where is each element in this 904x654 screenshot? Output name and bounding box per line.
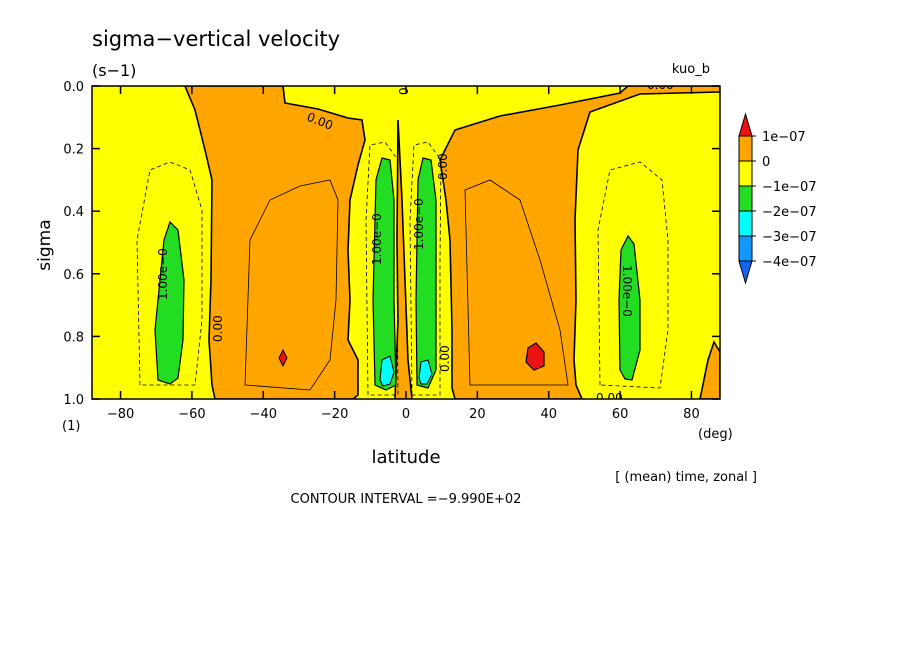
dashed-contour-equator-south (365, 141, 399, 396)
y-tick-label: 0.0 (63, 80, 84, 95)
x-axis-title: latitude (371, 447, 440, 468)
y-tick-label: 0.4 (63, 205, 84, 220)
colorbar-label: −3e−07 (762, 230, 817, 245)
contour-label: 1.00e−0 (156, 248, 170, 300)
contour-label: 1.00e−0 (364, 206, 378, 258)
y-axis-title: sigma (35, 219, 55, 270)
contour-line-north (464, 179, 569, 386)
contour-line-south (244, 179, 339, 391)
colorbar-label: 1e−07 (762, 130, 806, 145)
colorbar-bin (738, 112, 753, 137)
x-axis-unit: (deg) (698, 427, 733, 442)
colorbar-label: −2e−07 (762, 205, 817, 220)
x-tick-label: 20 (469, 407, 486, 422)
y-tick-label: 0.6 (63, 268, 84, 283)
y-axis: 0.0 0.2 0.4 0.6 0.8 1.0 (63, 80, 720, 408)
contour-interval: CONTOUR INTERVAL =−9.990E+02 (291, 492, 522, 507)
x-tick-label: 0 (402, 407, 410, 422)
x-tick-label: −40 (250, 407, 277, 422)
field-green-equator-north (415, 157, 437, 389)
contour-label: 0.00 (647, 78, 674, 92)
field-green-northeast (618, 234, 641, 381)
colorbar: 1e−07 0 −1e−07 −2e−07 −3e−07 −4e−07 (738, 112, 817, 285)
contour-label: 0.00 (436, 153, 450, 180)
x-axis: −80 −60 −40 −20 0 20 40 60 80 (107, 86, 700, 422)
x-tick-label: −80 (107, 407, 134, 422)
x-tick-label: 40 (540, 407, 557, 422)
colorbar-bin (738, 135, 753, 162)
contour-label: 1.00e−0 (412, 198, 426, 250)
colorbar-bin (738, 235, 753, 262)
x-tick-label: −20 (321, 407, 348, 422)
colorbar-bin (738, 185, 753, 212)
field-orange-north (439, 86, 720, 399)
contour-label: 1.00e−0 (620, 265, 634, 317)
colorbar-bin (738, 260, 753, 285)
contour-label: 0.00 (211, 315, 225, 342)
y-tick-label: 1.0 (63, 393, 84, 408)
colorbar-label: 0 (762, 155, 770, 170)
field-red-south (278, 348, 288, 368)
plot-area: 0.00 0.00 0.00 0.00 0.00 0.00 0.00 1.00e… (91, 68, 721, 405)
dashed-contour-southwest (136, 161, 203, 386)
contour-label: 1.00e−0 (405, 206, 419, 258)
field-cyan-equator-north (418, 359, 433, 385)
chart-title: sigma−vertical velocity (92, 27, 340, 51)
field-red-north (525, 342, 545, 371)
contour-label: 0.00 (596, 391, 623, 405)
contour-label: 0.00 (397, 68, 411, 95)
colorbar-bin (738, 160, 753, 187)
field-cyan-equator-south (379, 355, 395, 387)
field-green-equator-south (372, 157, 397, 391)
x-tick-label: 80 (683, 407, 700, 422)
experiment-label: kuo_b (672, 62, 710, 77)
units-label: (s−1) (92, 61, 136, 80)
y-tick-label: 0.2 (63, 143, 84, 158)
colorbar-label: −4e−07 (762, 255, 817, 270)
x-tick-label: −60 (178, 407, 205, 422)
field-orange-ne-corner (699, 340, 720, 399)
dashed-contour-equator-north (409, 141, 442, 396)
field-orange-south (184, 86, 366, 399)
y-tick-label: 0.8 (63, 330, 84, 345)
colorbar-bin (738, 210, 753, 237)
contour-label: 1.00e−0 (370, 213, 384, 265)
x-tick-label: 60 (612, 407, 629, 422)
dashed-contour-northeast (597, 161, 669, 389)
contour-label: 0.00 (438, 345, 452, 372)
field-green-southwest (154, 220, 185, 385)
footer-note: [ (mean) time, zonal ] (615, 470, 757, 485)
colorbar-label: −1e−07 (762, 180, 817, 195)
y-axis-unit: (1) (62, 419, 80, 434)
